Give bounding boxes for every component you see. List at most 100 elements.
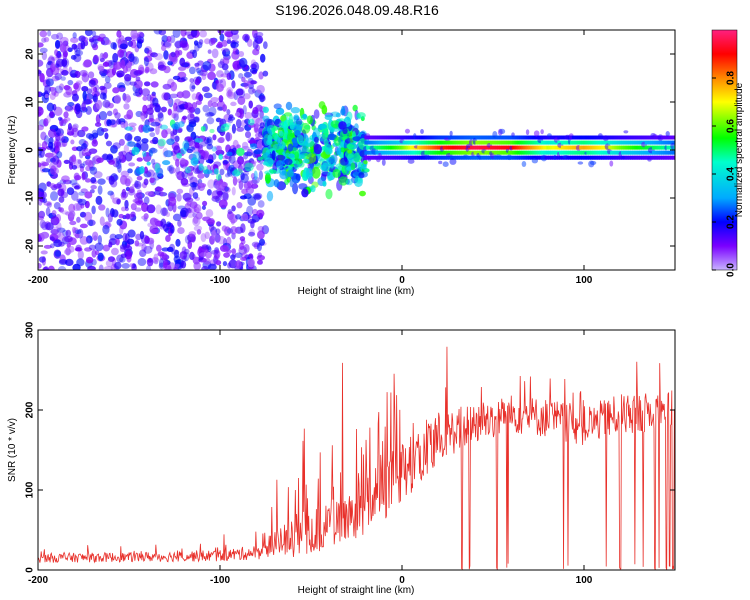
heatmap-cell [435,150,438,155]
heatmap-cell [579,150,582,155]
heatmap-cell [560,150,564,155]
heatmap-cell [194,62,200,67]
heatmap-cell [397,145,400,150]
heatmap-cell [540,140,544,145]
heatmap-cell [644,145,648,150]
heatmap-cell [533,140,537,145]
heatmap-cell [330,120,340,129]
heatmap-cell [626,150,630,155]
heatmap-cell [409,145,413,150]
heatmap-cell [146,94,152,102]
heatmap-cell [375,140,378,145]
heatmap-cell [232,47,239,55]
heatmap-cell [175,171,180,177]
heatmap-cell [588,140,591,145]
heatmap-cell [630,135,633,140]
heatmap-cell [624,150,628,155]
heatmap-cell [624,155,628,160]
heatmap-cell [201,248,209,254]
heatmap-cell [71,154,77,162]
heatmap-cell [473,145,477,150]
heatmap-cell [118,151,123,160]
heatmap-cell [333,136,341,147]
heatmap-cell [226,72,232,81]
heatmap-cell [249,67,258,74]
heatmap-cell [613,145,617,150]
heatmap-cell [506,140,509,145]
heatmap-cell [231,186,236,196]
heatmap-cell [613,135,617,140]
snr-x-axis-label: Height of straight line (km) [298,585,415,596]
heatmap-cell [551,135,555,140]
heatmap-cell [144,235,150,245]
heatmap-cell [84,211,93,222]
heatmap-cell [234,112,241,117]
heatmap-cell [219,168,225,176]
heatmap-cell [550,145,553,150]
heatmap-cell [117,87,126,93]
heatmap-cell [473,135,477,140]
heatmap-cell [413,140,417,145]
heatmap-cell [71,190,79,201]
heatmap-cell [591,145,595,150]
heatmap-cell [149,68,158,75]
heatmap-cell [313,142,319,151]
heatmap-cell [381,159,386,166]
heatmap-cell [671,135,675,140]
heatmap-cell [570,145,573,150]
heatmap-cell [584,145,588,150]
heatmap-cell [272,125,279,131]
heatmap-cell [560,145,564,150]
heatmap-cell [248,139,257,144]
heatmap-cell [69,155,77,166]
heatmap-cell [646,140,650,145]
heatmap-cell [484,140,488,145]
heatmap-cell [448,145,451,150]
heatmap-cell [553,145,557,150]
heatmap-cell [146,107,154,116]
heatmap-cell [369,140,373,145]
heatmap-cell [382,145,386,150]
heatmap-cell [211,190,221,200]
heatmap-cell [644,140,648,145]
heatmap-cell [511,150,515,155]
heatmap-cell [226,109,231,115]
heatmap-cell [87,71,95,79]
heatmap-cell [635,145,639,150]
heatmap-cell [435,145,438,150]
heatmap-cell [126,109,134,120]
heatmap-cell [419,150,422,155]
heatmap-cell [284,158,293,166]
heatmap-cell [657,155,661,160]
heatmap-cell [502,145,506,150]
heatmap-cell [519,135,522,140]
heatmap-cell [186,200,192,206]
heatmap-cell [366,150,369,155]
heatmap-cell [363,160,368,165]
heatmap-cell [50,165,57,176]
heatmap-cell [522,145,526,150]
spectrogram-y-axis-label: Frequency (Hz) [7,116,18,185]
y-tick-label: 100 [25,481,36,498]
heatmap-cell [215,260,222,266]
heatmap-cell [557,135,560,140]
heatmap-cell [440,135,444,140]
heatmap-cell [604,150,608,155]
heatmap-cell [409,140,413,145]
heatmap-cell [599,140,602,145]
heatmap-cell [107,256,115,262]
heatmap-cell [564,140,568,145]
heatmap-cell [87,265,96,270]
heatmap-cell [566,150,570,155]
heatmap-cell [302,158,310,164]
heatmap-cell [295,118,303,126]
heatmap-cell [254,133,262,138]
heatmap-cell [553,150,557,155]
heatmap-cell [152,136,159,145]
heatmap-cell [546,135,549,140]
heatmap-cell [128,186,135,194]
heatmap-cell [426,150,429,155]
heatmap-cell [633,155,637,160]
heatmap-cell [597,155,600,160]
heatmap-cell [196,41,203,49]
